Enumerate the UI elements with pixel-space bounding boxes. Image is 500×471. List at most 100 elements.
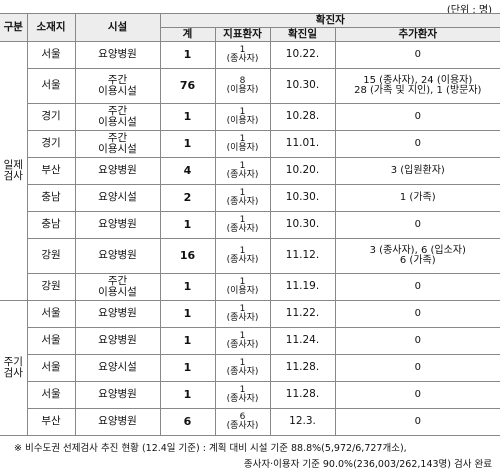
location-cell: 강원 xyxy=(27,273,76,301)
date-cell: 10.30. xyxy=(269,68,336,104)
facility-cell: 요양병원 xyxy=(74,238,161,274)
table-row: 서울 요양병원 1 1 (종사자) 11.28. 0 xyxy=(0,381,500,409)
additional-cell: 0 xyxy=(334,354,500,382)
index-patient-cell: 1 (이용자) xyxy=(214,103,271,131)
location-cell: 경기 xyxy=(27,103,76,131)
date-cell: 12.3. xyxy=(269,408,336,436)
date-cell: 11.24. xyxy=(269,327,336,355)
date-cell: 11.12. xyxy=(269,238,336,274)
facility-cell: 주간 이용시설 xyxy=(74,273,161,301)
total-cell: 1 xyxy=(159,300,216,328)
location-cell: 부산 xyxy=(27,157,76,185)
total-cell: 1 xyxy=(159,354,216,382)
total-cell: 1 xyxy=(159,273,216,301)
total-cell: 1 xyxy=(159,327,216,355)
table-row: 충남 요양시설 2 1 (종사자) 10.30. 1 (가족) xyxy=(0,184,500,212)
header-cell: 소재지 xyxy=(26,13,76,42)
index-patient-cell: 1 (종사자) xyxy=(214,300,271,328)
table-row: 강원 요양병원 16 1 (종사자) 11.12. 3 (종사자), 6 (입소자) 6 … xyxy=(0,238,500,274)
index-patient-cell: 1 (종사자) xyxy=(214,238,271,274)
location-cell: 서울 xyxy=(27,68,76,104)
index-patient-cell: 8 (이용자) xyxy=(214,68,271,104)
additional-cell: 15 (종사자), 24 (이용자) 28 (가족 및 지인), 1 (방문자) xyxy=(334,68,500,104)
group-cell: 주기 검사 xyxy=(0,300,28,436)
footnote: 종사자·이용자 기준 90.0%(236,003/262,143명) 검사 완료 xyxy=(243,459,492,470)
facility-cell: 주간 이용시설 xyxy=(74,68,161,104)
facility-cell: 주간 이용시설 xyxy=(74,103,161,131)
index-patient-cell: 1 (종사자) xyxy=(214,41,271,69)
total-cell: 6 xyxy=(159,408,216,436)
header-cell: 시설 xyxy=(74,13,161,42)
group-cell: 일제 검사 xyxy=(0,41,28,301)
date-cell: 11.28. xyxy=(269,354,336,382)
additional-cell: 0 xyxy=(334,408,500,436)
facility-cell: 요양병원 xyxy=(74,408,161,436)
date-cell: 10.30. xyxy=(269,184,336,212)
location-cell: 충남 xyxy=(27,211,76,239)
total-cell: 76 xyxy=(159,68,216,104)
total-cell: 1 xyxy=(159,211,216,239)
additional-cell: 0 xyxy=(334,273,500,301)
total-cell: 2 xyxy=(159,184,216,212)
table-row: 주기 검사 서울 요양병원 1 1 (종사자) 11.22. 0 xyxy=(0,300,500,436)
total-cell: 4 xyxy=(159,157,216,185)
index-patient-cell: 1 (종사자) xyxy=(214,354,271,382)
index-patient-cell: 1 (이용자) xyxy=(214,130,271,158)
facility-cell: 요양병원 xyxy=(74,41,161,69)
additional-cell: 3 (입원환자) xyxy=(334,157,500,185)
table-row: 경기 주간 이용시설 1 1 (이용자) 10.28. 0 xyxy=(0,103,500,131)
table-row: 강원 주간 이용시설 1 1 (이용자) 11.19. 0 xyxy=(0,273,500,301)
total-cell: 1 xyxy=(159,103,216,131)
facility-cell: 요양병원 xyxy=(74,381,161,409)
index-patient-cell: 6 (종사자) xyxy=(214,408,271,436)
additional-cell: 0 xyxy=(334,327,500,355)
index-patient-cell: 1 (종사자) xyxy=(214,211,271,239)
header-cell: 추가환자 xyxy=(334,27,500,42)
index-patient-cell: 1 (종사자) xyxy=(214,381,271,409)
location-cell: 경기 xyxy=(27,130,76,158)
facility-cell: 요양병원 xyxy=(74,157,161,185)
location-cell: 서울 xyxy=(27,354,76,382)
header-cell: 계 xyxy=(160,27,216,42)
total-cell: 1 xyxy=(159,381,216,409)
location-cell: 서울 xyxy=(27,327,76,355)
index-patient-cell: 1 (종사자) xyxy=(214,327,271,355)
date-cell: 10.30. xyxy=(269,211,336,239)
location-cell: 서울 xyxy=(26,41,76,69)
location-cell: 서울 xyxy=(27,381,76,409)
facility-cell: 요양병원 xyxy=(74,300,161,328)
index-patient-cell: 1 (종사자) xyxy=(214,184,271,212)
table: 구분 소재지 시설 확진자 계 지표환자 확진일 추가환자 일제 검사 서울 요양병원 1 1… xyxy=(0,13,500,436)
date-cell: 11.19. xyxy=(269,273,336,301)
table-row: 부산 요양병원 6 6 (종사자) 12.3. 0 xyxy=(0,408,500,436)
additional-cell: 1 (가족) xyxy=(334,184,500,212)
facility-cell: 요양병원 xyxy=(74,211,161,239)
date-cell: 10.20. xyxy=(269,157,336,185)
table-row: 경기 주간 이용시설 1 1 (이용자) 11.01. 0 xyxy=(0,130,500,158)
facility-cell: 주간 이용시설 xyxy=(74,130,161,158)
table-row: 일제 검사 서울 요양병원 1 1 (종사자) 10.22. 0 xyxy=(0,41,500,301)
facility-cell: 요양시설 xyxy=(74,184,161,212)
location-cell: 서울 xyxy=(26,300,76,328)
table-row: 서울 요양시설 1 1 (종사자) 11.28. 0 xyxy=(0,354,500,382)
facility-cell: 요양시설 xyxy=(74,354,161,382)
header-cell: 확진일 xyxy=(269,27,336,42)
header-cell: 구분 xyxy=(0,13,28,42)
total-cell: 1 xyxy=(159,41,216,69)
header-cell: 지표환자 xyxy=(214,27,271,42)
header-cell: 확진자 xyxy=(159,13,500,28)
date-cell: 11.01. xyxy=(269,130,336,158)
footnote: ※ 비수도권 선제검사 추진 현황 (12.4일 기준) : 계획 대비 시설 … xyxy=(14,443,407,454)
additional-cell: 0 xyxy=(334,41,500,69)
total-cell: 1 xyxy=(159,130,216,158)
table-row: 서울 주간 이용시설 76 8 (이용자) 10.30. 15 (종사자), 24 (이용… xyxy=(0,68,500,104)
additional-cell: 0 xyxy=(334,300,500,328)
additional-cell: 0 xyxy=(334,211,500,239)
date-cell: 10.28. xyxy=(269,103,336,131)
facility-cell: 요양병원 xyxy=(74,327,161,355)
unit-label: (단위 : 명) xyxy=(446,5,492,16)
index-patient-cell: 1 (종사자) xyxy=(214,157,271,185)
date-cell: 11.22. xyxy=(269,300,336,328)
additional-cell: 3 (종사자), 6 (입소자) 6 (가족) xyxy=(334,238,500,274)
